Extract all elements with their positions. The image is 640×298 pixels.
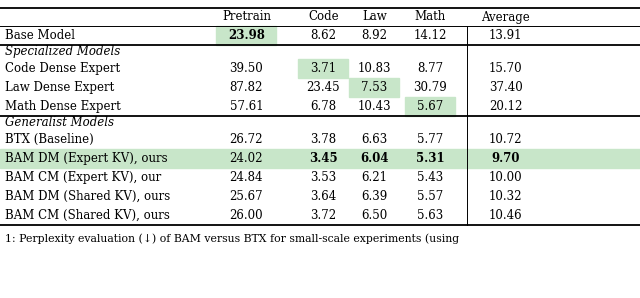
Text: 5.77: 5.77	[417, 133, 444, 146]
Text: Code: Code	[308, 10, 339, 24]
Text: 5.43: 5.43	[417, 171, 444, 184]
Text: 7.53: 7.53	[361, 81, 388, 94]
Text: BAM CM (Expert KV), our: BAM CM (Expert KV), our	[5, 171, 161, 184]
Text: 20.12: 20.12	[489, 100, 522, 113]
Text: 37.40: 37.40	[489, 81, 522, 94]
Text: 57.61: 57.61	[230, 100, 263, 113]
Text: Base Model: Base Model	[5, 29, 75, 42]
Text: 23.98: 23.98	[228, 29, 265, 42]
Text: 1: Perplexity evaluation (↓) of BAM versus BTX for small-scale experiments (usin: 1: Perplexity evaluation (↓) of BAM vers…	[5, 233, 460, 243]
Text: Generalist Models: Generalist Models	[5, 117, 114, 130]
Text: 87.82: 87.82	[230, 81, 263, 94]
Text: BAM DM (Shared KV), ours: BAM DM (Shared KV), ours	[5, 190, 170, 203]
Text: 10.00: 10.00	[489, 171, 522, 184]
Text: BAM DM (Expert KV), ours: BAM DM (Expert KV), ours	[5, 152, 168, 165]
Text: 3.53: 3.53	[310, 171, 337, 184]
Text: 5.63: 5.63	[417, 209, 444, 222]
Text: 3.71: 3.71	[310, 62, 336, 75]
Text: 6.63: 6.63	[361, 133, 388, 146]
Bar	[349, 78, 399, 97]
Bar	[298, 59, 348, 78]
Text: 25.67: 25.67	[230, 190, 263, 203]
Text: Specialized Models: Specialized Models	[5, 46, 120, 58]
Text: BAM CM (Shared KV), ours: BAM CM (Shared KV), ours	[5, 209, 170, 222]
Text: 5.31: 5.31	[416, 152, 444, 165]
Text: Law: Law	[362, 10, 387, 24]
Text: 3.78: 3.78	[310, 133, 336, 146]
Bar	[0, 149, 640, 168]
Text: 10.72: 10.72	[489, 133, 522, 146]
Text: Average: Average	[481, 10, 530, 24]
Text: 39.50: 39.50	[230, 62, 263, 75]
Text: 9.70: 9.70	[492, 152, 520, 165]
Text: BTX (Baseline): BTX (Baseline)	[5, 133, 94, 146]
Text: 13.91: 13.91	[489, 29, 522, 42]
Text: 6.39: 6.39	[361, 190, 388, 203]
Text: Law Dense Expert: Law Dense Expert	[5, 81, 115, 94]
Text: 3.45: 3.45	[309, 152, 337, 165]
Text: 24.02: 24.02	[230, 152, 263, 165]
Text: 26.72: 26.72	[230, 133, 263, 146]
Text: 30.79: 30.79	[413, 81, 447, 94]
Text: Code Dense Expert: Code Dense Expert	[5, 62, 120, 75]
Text: 14.12: 14.12	[413, 29, 447, 42]
Text: 23.45: 23.45	[307, 81, 340, 94]
Text: 10.46: 10.46	[489, 209, 522, 222]
Text: 24.84: 24.84	[230, 171, 263, 184]
Text: Math Dense Expert: Math Dense Expert	[5, 100, 121, 113]
Text: 10.83: 10.83	[358, 62, 391, 75]
Text: 6.21: 6.21	[362, 171, 387, 184]
Text: 26.00: 26.00	[230, 209, 263, 222]
Text: 3.64: 3.64	[310, 190, 337, 203]
Text: 15.70: 15.70	[489, 62, 522, 75]
Bar	[216, 26, 276, 45]
Text: 5.67: 5.67	[417, 100, 444, 113]
Text: 10.32: 10.32	[489, 190, 522, 203]
Text: Pretrain: Pretrain	[222, 10, 271, 24]
Text: 6.50: 6.50	[361, 209, 388, 222]
Text: 6.78: 6.78	[310, 100, 336, 113]
Bar	[405, 97, 455, 116]
Text: 8.92: 8.92	[362, 29, 387, 42]
Text: 6.04: 6.04	[360, 152, 388, 165]
Text: Math: Math	[415, 10, 445, 24]
Text: 3.72: 3.72	[310, 209, 336, 222]
Text: 8.77: 8.77	[417, 62, 443, 75]
Text: 5.57: 5.57	[417, 190, 444, 203]
Text: 8.62: 8.62	[310, 29, 336, 42]
Text: 10.43: 10.43	[358, 100, 391, 113]
